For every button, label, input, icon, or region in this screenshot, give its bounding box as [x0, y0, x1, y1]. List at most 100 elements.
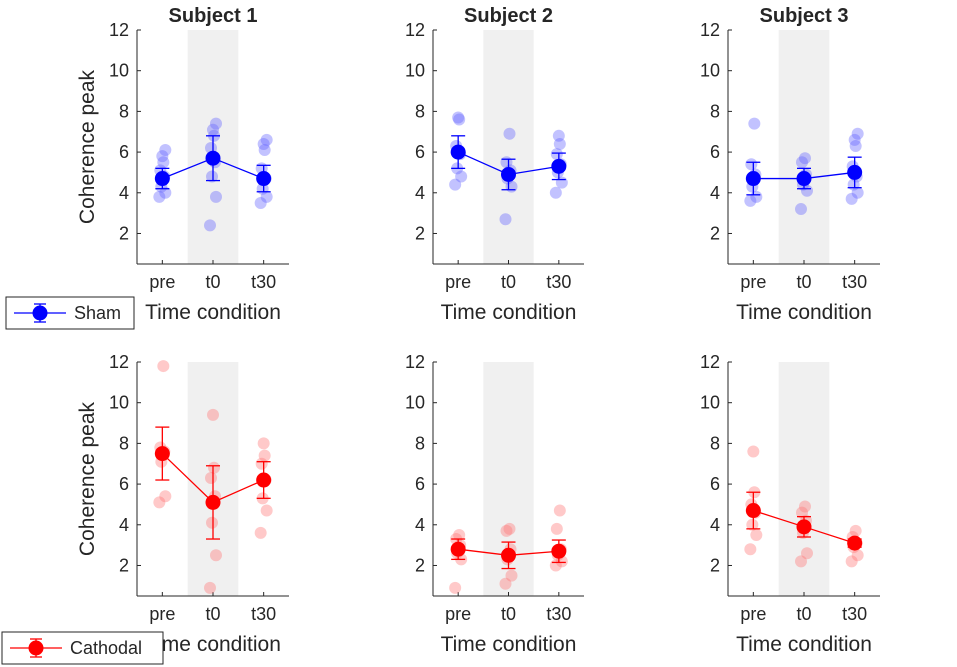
data-point	[254, 196, 267, 209]
y-tick-label: 10	[405, 61, 425, 81]
data-point	[449, 581, 462, 594]
data-point	[157, 156, 170, 169]
data-point	[549, 186, 562, 199]
y-tick-label: 2	[415, 555, 425, 575]
x-tick-label: t30	[546, 272, 571, 292]
x-tick-label: t0	[501, 604, 516, 624]
y-tick-label: 12	[700, 352, 720, 372]
data-point	[849, 524, 862, 537]
y-tick-label: 12	[700, 20, 720, 40]
y-tick-label: 12	[405, 20, 425, 40]
mean-marker	[551, 543, 567, 559]
data-point	[748, 117, 761, 130]
y-tick-label: 6	[119, 474, 129, 494]
y-tick-label: 8	[119, 433, 129, 453]
data-point	[848, 133, 861, 146]
data-point	[204, 219, 216, 232]
y-tick-label: 8	[119, 101, 129, 121]
shaded-region	[778, 362, 830, 596]
mean-marker	[256, 472, 272, 488]
mean-marker	[847, 164, 863, 180]
row-cathodal: 2 4 6 8 10 12 pre t0 t30 Time condition Coherence …	[1, 352, 880, 665]
panel-sham-2: 2 4 6 8 10 12 pre t0 t30 Subject 2 Time condition	[405, 5, 584, 324]
data-point	[851, 186, 864, 199]
x-tick-label: pre	[740, 272, 766, 292]
data-point	[849, 139, 862, 152]
data-point	[851, 127, 864, 140]
y-tick-label: 4	[710, 183, 720, 203]
panel-cathodal-1: 2 4 6 8 10 12 pre t0 t30 Time condition Coherence …	[76, 352, 289, 656]
data-point	[153, 496, 166, 509]
data-point	[159, 144, 172, 157]
y-tick-label: 12	[109, 20, 129, 40]
shaded-region	[778, 30, 830, 264]
mean-marker	[205, 150, 221, 166]
y-tick-label: 6	[415, 474, 425, 494]
mean-marker	[847, 535, 863, 551]
data-point	[553, 504, 566, 517]
data-point	[845, 192, 858, 205]
data-point	[503, 127, 516, 140]
data-point	[207, 408, 219, 421]
x-axis-title: Time condition	[145, 633, 281, 656]
data-point	[204, 581, 216, 594]
mean-marker	[796, 171, 812, 187]
data-point	[499, 213, 512, 226]
y-tick-label: 8	[710, 433, 720, 453]
panel-title: Subject 1	[169, 5, 258, 27]
x-tick-label: t30	[842, 272, 867, 292]
data-point	[258, 449, 271, 462]
data-point	[796, 506, 808, 519]
mean-marker	[205, 494, 221, 510]
panel-cathodal-2: 2 4 6 8 10 12 pre t0 t30 Time condition	[405, 352, 584, 656]
data-point	[453, 113, 466, 126]
data-point	[210, 117, 222, 130]
mean-marker	[450, 541, 466, 557]
y-tick-label: 10	[405, 393, 425, 413]
y-tick-label: 2	[119, 223, 129, 243]
legend-marker	[28, 640, 44, 656]
data-point	[260, 190, 273, 203]
y-tick-label: 8	[415, 101, 425, 121]
y-tick-label: 2	[710, 555, 720, 575]
x-tick-label: pre	[149, 604, 175, 624]
x-tick-label: pre	[445, 272, 471, 292]
y-tick-label: 4	[119, 515, 129, 535]
y-tick-label: 4	[415, 183, 425, 203]
data-point	[206, 516, 218, 529]
x-tick-label: pre	[149, 272, 175, 292]
data-point	[453, 528, 466, 541]
mean-marker	[256, 171, 272, 187]
x-tick-label: pre	[740, 604, 766, 624]
data-point	[795, 555, 807, 568]
y-tick-label: 6	[710, 474, 720, 494]
data-point	[500, 156, 513, 169]
legend-label: Cathodal	[70, 638, 142, 658]
y-tick-label: 2	[415, 223, 425, 243]
data-point	[153, 190, 166, 203]
row-sham: 2 4 6 8 10 12 pre t0 t30 Subject 1 Time condition C…	[5, 5, 880, 330]
data-point	[156, 150, 169, 163]
legend-label: Sham	[74, 303, 121, 323]
data-point	[159, 490, 172, 503]
x-tick-label: t30	[251, 272, 276, 292]
data-point	[851, 549, 864, 562]
y-tick-label: 2	[119, 555, 129, 575]
y-axis-title: Coherence peak	[76, 401, 99, 556]
data-point	[747, 445, 760, 458]
data-point	[505, 569, 518, 582]
mean-marker	[745, 503, 761, 519]
data-point	[744, 194, 757, 207]
mean-marker	[551, 158, 567, 174]
data-point	[260, 133, 273, 146]
x-tick-label: t0	[205, 272, 220, 292]
panel-title: Subject 2	[464, 5, 553, 27]
x-tick-label: t0	[501, 272, 516, 292]
y-axis-title: Coherence peak	[76, 69, 99, 224]
y-tick-label: 4	[119, 183, 129, 203]
mean-marker	[501, 166, 516, 182]
x-axis-title: Time condition	[441, 633, 577, 656]
y-tick-label: 4	[415, 515, 425, 535]
data-point	[503, 522, 516, 535]
